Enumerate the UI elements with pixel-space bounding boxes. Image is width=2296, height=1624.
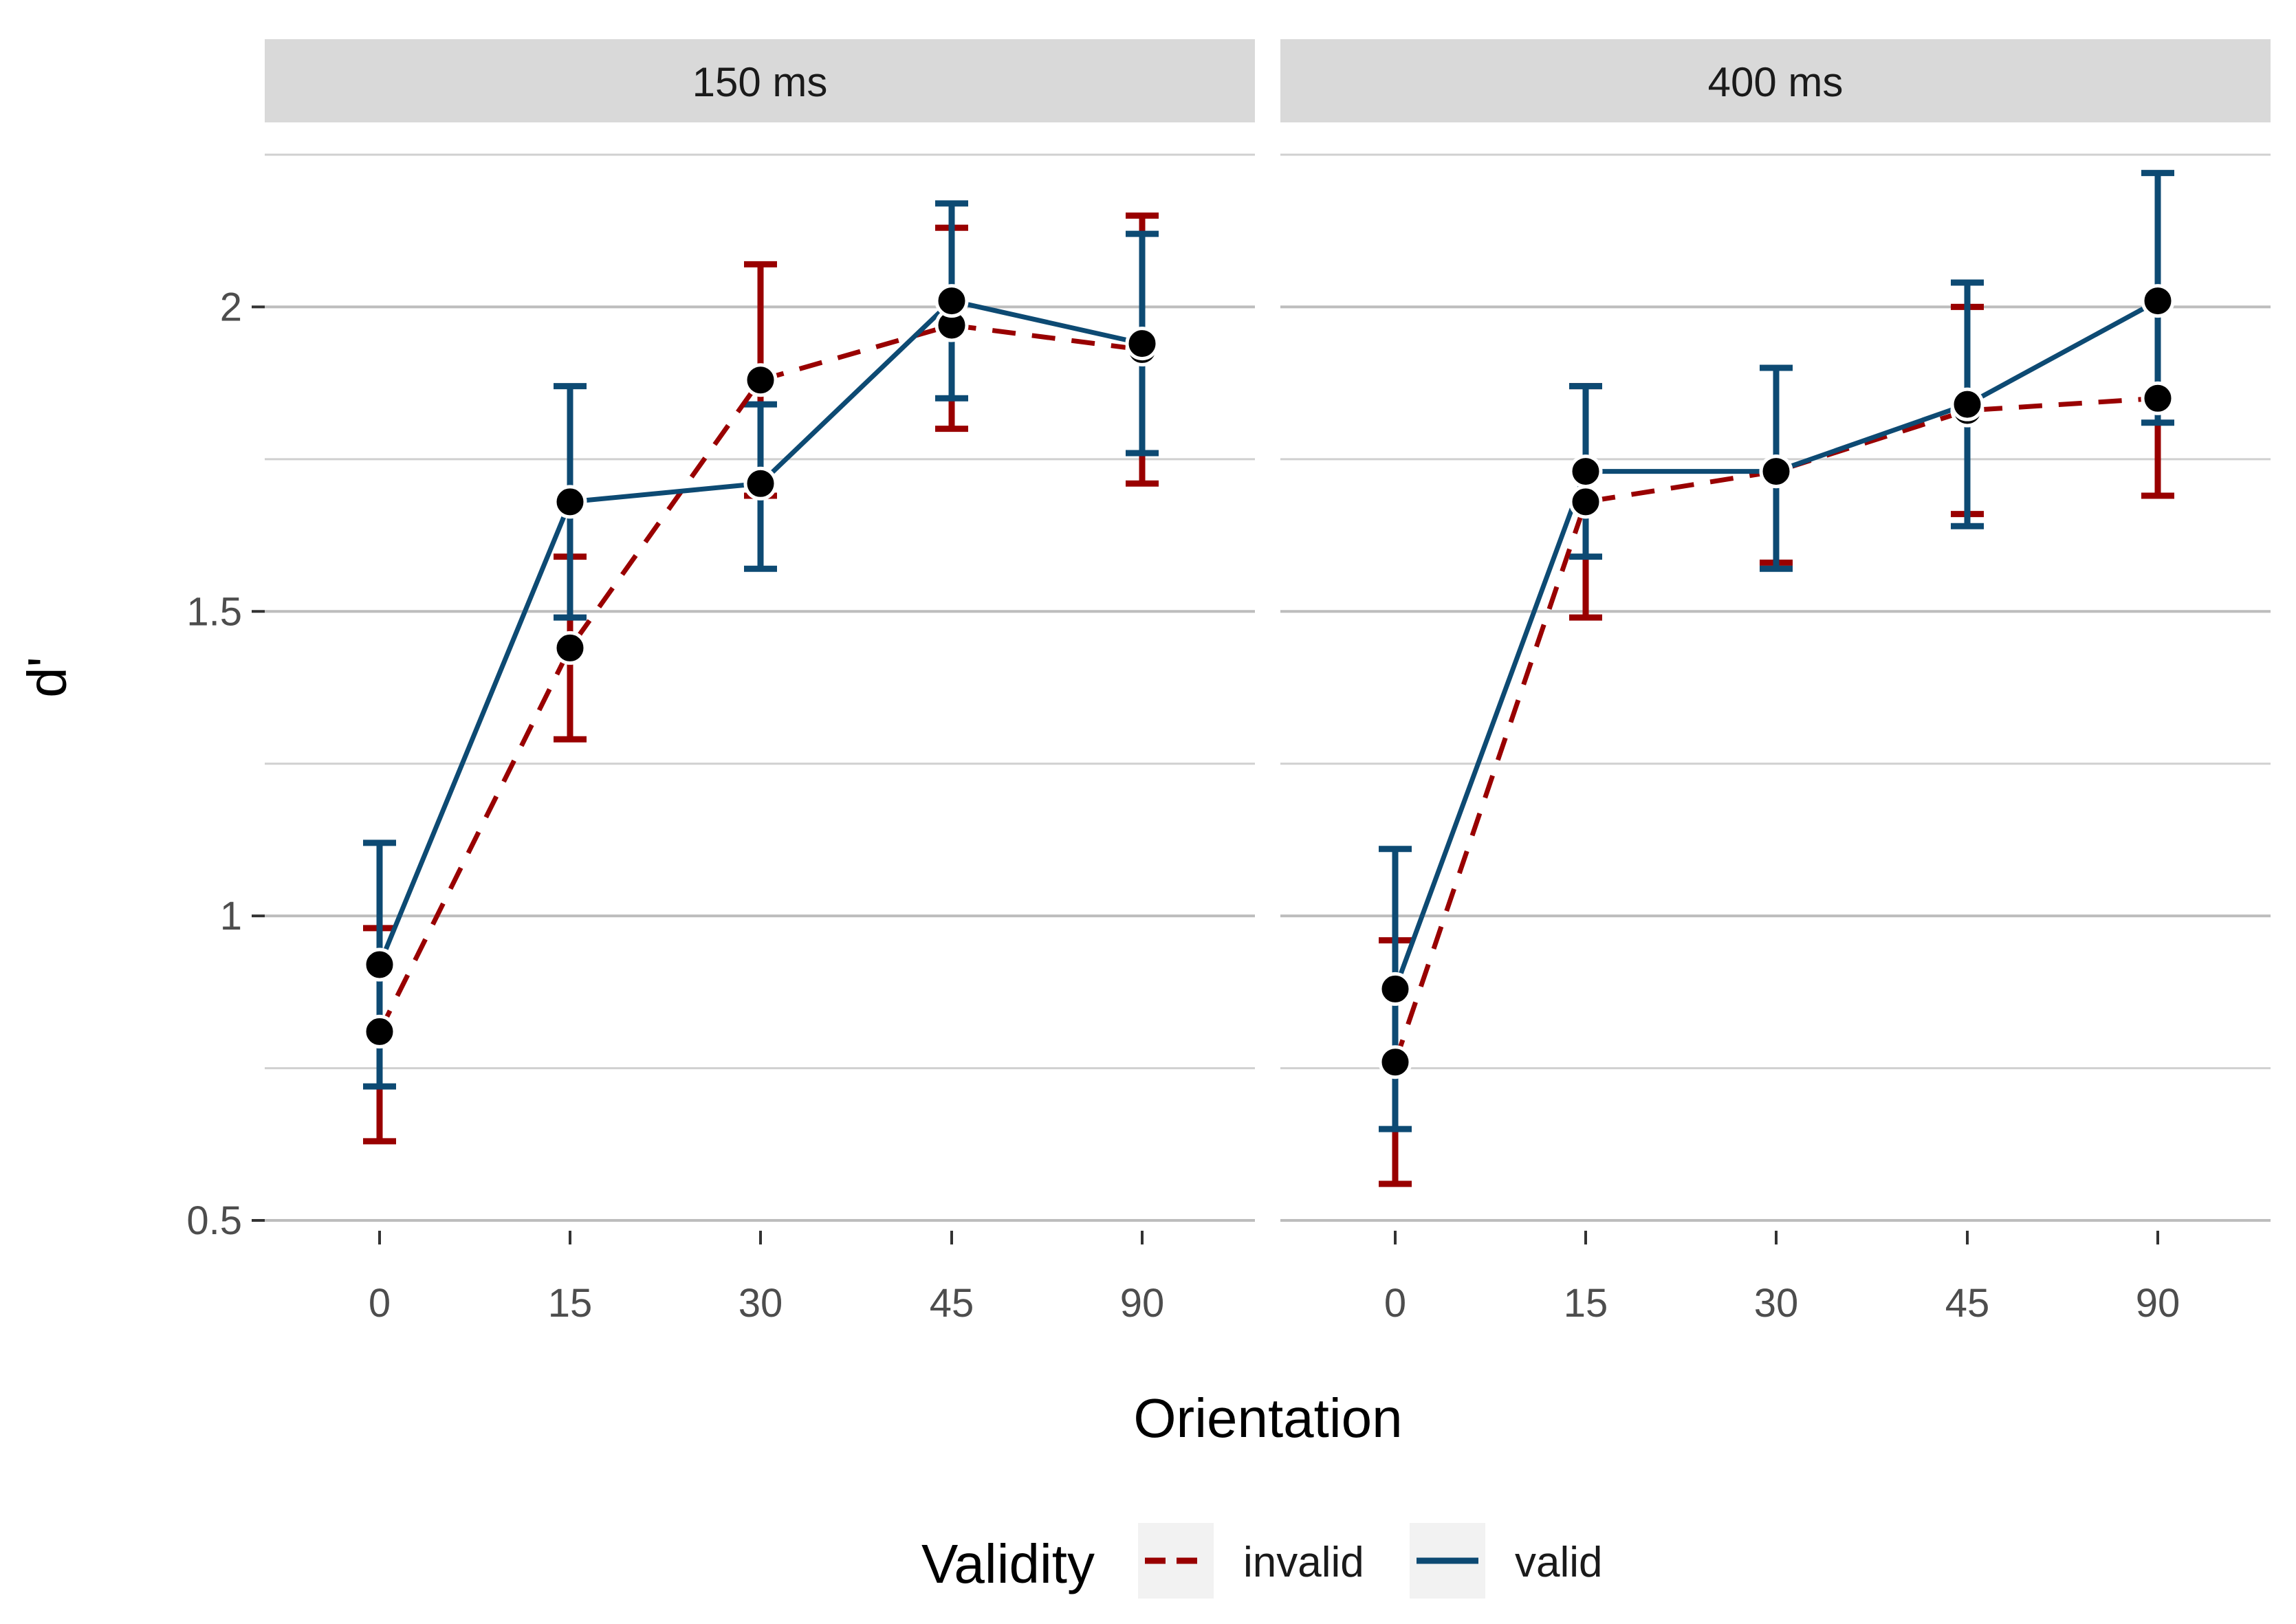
- data-point-valid: [1759, 454, 1793, 489]
- data-point-invalid: [553, 630, 587, 665]
- facets: 0.5 1 1.5 2 150 ms 0 15 30 45 90 400 ms 0 15 30 45 90: [186, 39, 2271, 1326]
- data-point-invalid: [1378, 1045, 1412, 1079]
- data-point-valid: [1950, 387, 1985, 421]
- legend-key-valid: [1410, 1523, 1485, 1599]
- x-tick-label: 90: [2136, 1281, 2180, 1326]
- data-point-valid: [1378, 972, 1412, 1006]
- legend-title: Validity: [921, 1533, 1095, 1594]
- x-tick-label: 30: [739, 1281, 783, 1326]
- legend-key-invalid: [1138, 1523, 1214, 1599]
- data-point-invalid: [2141, 381, 2175, 415]
- data-point-valid: [2141, 284, 2175, 318]
- facet-strip-label: 150 ms: [692, 59, 828, 105]
- y-tick-label: 0.5: [186, 1198, 242, 1243]
- data-point-valid: [934, 284, 969, 318]
- data-point-valid: [1125, 327, 1159, 361]
- x-tick-label: 0: [1384, 1281, 1406, 1326]
- data-point-invalid: [362, 1014, 397, 1049]
- y-tick-label: 2: [220, 285, 242, 329]
- data-point-invalid: [743, 363, 778, 397]
- x-tick-label: 45: [930, 1281, 974, 1326]
- data-point-invalid: [1568, 485, 1603, 519]
- data-point-valid: [553, 485, 587, 519]
- x-tick-label: 45: [1945, 1281, 1990, 1326]
- x-tick-label: 90: [1120, 1281, 1165, 1326]
- y-axis-title: d': [17, 657, 78, 698]
- x-axis-title: Orientation: [1133, 1387, 1402, 1449]
- y-tick-label: 1: [220, 894, 242, 939]
- legend-label: invalid: [1243, 1539, 1364, 1586]
- facet-panel: 150 ms 0 15 30 45 90: [265, 39, 1255, 1326]
- facet-panel: 400 ms 0 15 30 45 90: [1280, 39, 2271, 1326]
- x-tick-label: 15: [1564, 1281, 1608, 1326]
- series-line-invalid: [377, 322, 1143, 1033]
- legend-label: valid: [1515, 1539, 1603, 1586]
- y-tick-label: 1.5: [186, 589, 242, 634]
- facet-strip: [265, 39, 1255, 122]
- facet-strip: [1280, 39, 2271, 122]
- series-line-invalid: [1392, 395, 2158, 1063]
- x-tick-label: 15: [548, 1281, 593, 1326]
- x-tick-label: 0: [369, 1281, 391, 1326]
- data-point-valid: [743, 466, 778, 501]
- legend: Validity invalid valid: [921, 1523, 1603, 1599]
- x-tick-label: 30: [1754, 1281, 1799, 1326]
- data-point-valid: [1568, 454, 1603, 489]
- facet-strip-label: 400 ms: [1708, 59, 1844, 105]
- data-point-valid: [362, 947, 397, 982]
